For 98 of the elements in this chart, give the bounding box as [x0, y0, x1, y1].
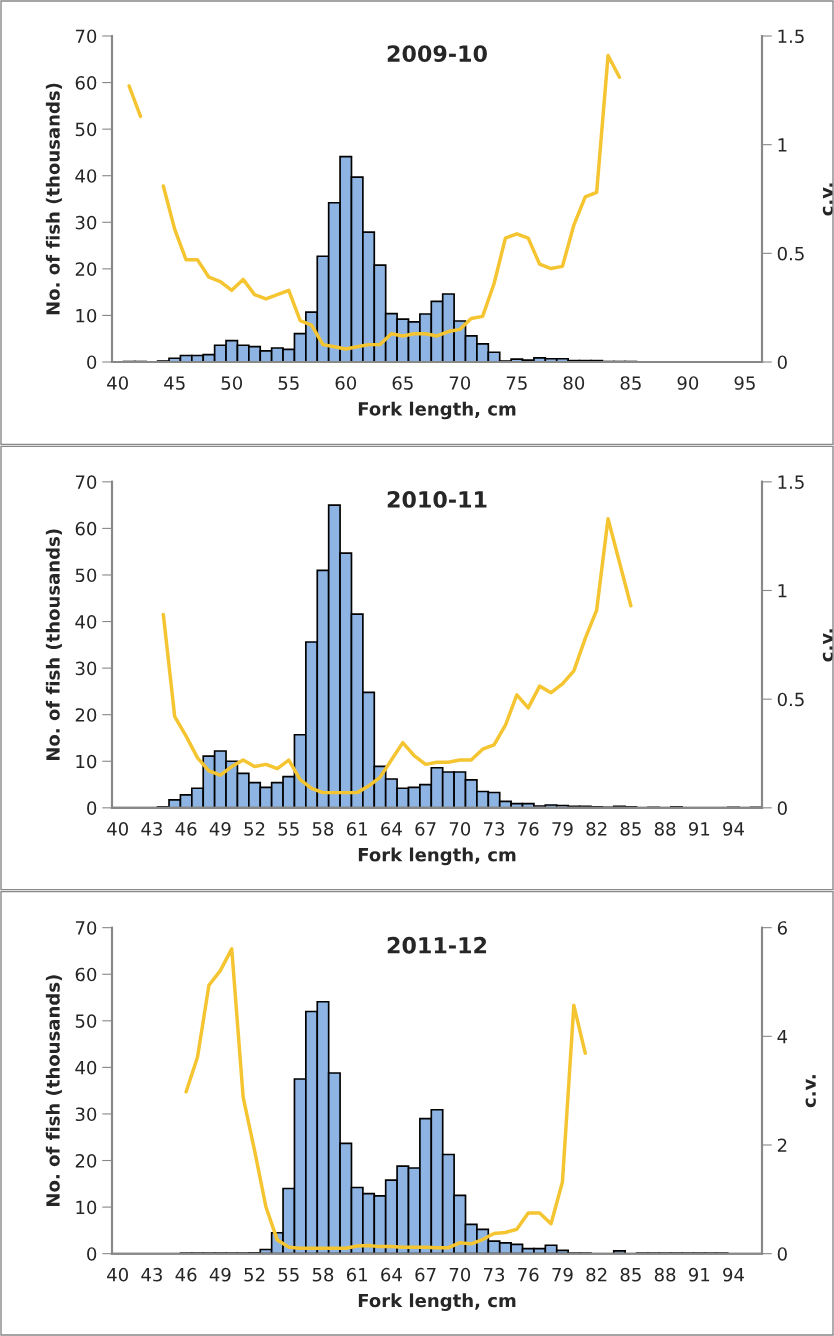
- y-tick-label: 60: [75, 521, 97, 536]
- y2-tick-label: 1: [778, 138, 787, 152]
- y-tick-label: 0: [87, 801, 97, 815]
- x-tick-label: 85: [620, 376, 641, 390]
- y-tick-label: 20: [75, 708, 97, 722]
- x-tick-label: 50: [221, 376, 243, 390]
- y-tick-label: 60: [75, 967, 97, 982]
- y-axis-title: No. of fish (thousands): [45, 529, 62, 761]
- x-tick-label: 91: [688, 822, 710, 836]
- x-tick-label: 70: [449, 1267, 471, 1282]
- x-tick-label: 73: [484, 1267, 505, 1282]
- x-tick-label: 40: [107, 1267, 128, 1282]
- x-tick-label: 94: [723, 822, 744, 836]
- x-tick-label: 82: [586, 822, 607, 836]
- y2-tick-label: 4: [777, 1030, 788, 1044]
- chart-title: 2009-10: [387, 45, 487, 63]
- y-tick-label: 0: [87, 355, 97, 370]
- x-tick-label: 70: [449, 822, 471, 836]
- x-tick-label: 80: [563, 376, 585, 390]
- y2-tick-label: 1.5: [778, 29, 804, 44]
- x-tick-label: 65: [392, 376, 413, 390]
- x-tick-label: 55: [278, 1268, 299, 1282]
- y-tick-label: 30: [75, 661, 97, 676]
- x-tick-label: 58: [312, 1267, 334, 1282]
- x-tick-label: 55: [278, 822, 299, 836]
- x-tick-label: 85: [620, 822, 641, 836]
- x-tick-label: 46: [175, 822, 197, 836]
- x-tick-label: 61: [346, 822, 367, 836]
- x-tick-label: 52: [244, 822, 265, 836]
- x-tick-label: 49: [209, 1267, 231, 1282]
- y-tick-label: 50: [75, 568, 97, 583]
- x-tick-label: 79: [552, 1267, 573, 1282]
- x-tick-label: 76: [518, 1267, 539, 1282]
- y-tick-label: 20: [75, 1153, 97, 1168]
- x-tick-label: 94: [723, 1267, 744, 1282]
- y-tick-label: 60: [75, 76, 97, 90]
- x-tick-label: 91: [688, 1267, 710, 1282]
- x-tick-label: 85: [620, 1267, 641, 1282]
- x-tick-label: 82: [586, 1267, 607, 1282]
- x-tick-label: 70: [449, 376, 471, 390]
- y-tick-label: 70: [75, 475, 97, 489]
- y-tick-label: 40: [75, 169, 97, 183]
- x-tick-label: 55: [278, 376, 299, 390]
- y-tick-label: 0: [87, 1247, 97, 1261]
- x-tick-label: 61: [346, 1267, 367, 1282]
- x-tick-label: 88: [654, 1267, 676, 1282]
- chart-title: 2010-11: [387, 491, 487, 508]
- y2-axis-title: c.v.: [805, 1075, 816, 1108]
- x-tick-label: 64: [381, 1267, 402, 1282]
- y-tick-label: 70: [75, 29, 97, 44]
- y2-tick-label: 0.5: [777, 692, 804, 707]
- x-tick-label: 49: [209, 822, 231, 836]
- x-tick-label: 45: [164, 376, 185, 390]
- x-tick-label: 75: [506, 376, 527, 390]
- x-axis-title: Fork length, cm: [358, 401, 516, 420]
- x-tick-label: 60: [335, 376, 357, 390]
- y2-tick-label: 0.5: [777, 246, 804, 261]
- x-tick-label: 90: [677, 376, 699, 390]
- y-tick-label: 10: [76, 754, 97, 769]
- y2-axis-title: c.v.: [822, 183, 834, 216]
- x-axis-title: Fork length, cm: [358, 1293, 516, 1311]
- y2-tick-label: 0: [777, 355, 787, 370]
- y-tick-label: 50: [75, 1014, 97, 1028]
- x-tick-label: 95: [734, 376, 755, 390]
- x-tick-label: 43: [141, 1267, 162, 1282]
- x-tick-label: 43: [141, 822, 162, 836]
- y-tick-label: 40: [75, 1060, 97, 1075]
- y2-tick-label: 0: [777, 801, 787, 815]
- chart-title: 2011-12: [387, 936, 487, 954]
- y-axis-title: No. of fish (thousands): [45, 83, 62, 315]
- y-tick-label: 30: [75, 215, 97, 230]
- x-tick-label: 76: [518, 822, 539, 836]
- y2-tick-label: 2: [777, 1138, 787, 1152]
- x-tick-label: 40: [107, 376, 128, 390]
- y-tick-label: 70: [75, 921, 97, 935]
- y-tick-label: 20: [75, 262, 97, 276]
- y-tick-label: 40: [75, 615, 97, 629]
- x-tick-label: 58: [312, 822, 334, 836]
- x-tick-label: 46: [175, 1267, 197, 1282]
- x-tick-label: 73: [484, 822, 505, 836]
- x-tick-label: 64: [381, 822, 402, 836]
- y-axis-title: No. of fish (thousands): [45, 975, 62, 1206]
- x-tick-label: 67: [415, 822, 436, 836]
- y-tick-label: 30: [75, 1107, 97, 1122]
- y2-tick-label: 6: [777, 921, 787, 935]
- y-tick-label: 10: [76, 308, 97, 323]
- y2-tick-label: 1: [778, 584, 787, 598]
- x-tick-label: 52: [244, 1267, 265, 1282]
- x-axis-title: Fork length, cm: [358, 847, 516, 866]
- y2-tick-label: 1.5: [778, 475, 804, 489]
- x-tick-label: 40: [107, 822, 128, 836]
- x-tick-label: 67: [415, 1267, 436, 1282]
- y-tick-label: 50: [75, 122, 97, 137]
- y2-tick-label: 0: [777, 1247, 787, 1261]
- x-tick-label: 88: [654, 822, 676, 836]
- x-tick-label: 79: [552, 822, 573, 836]
- y2-axis-title: c.v.: [822, 629, 834, 662]
- y-tick-label: 10: [76, 1200, 97, 1215]
